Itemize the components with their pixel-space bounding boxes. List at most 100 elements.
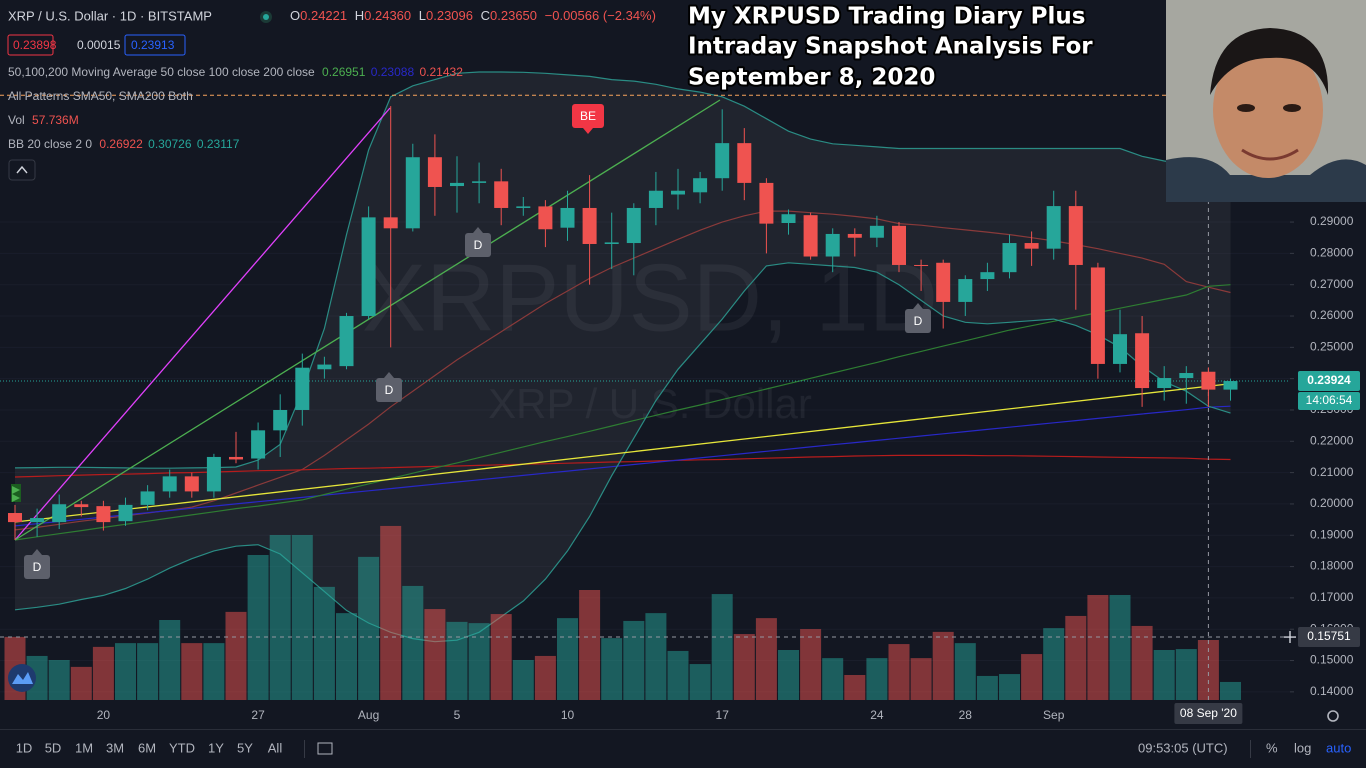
range-button[interactable]: 1M <box>75 740 93 755</box>
marker-pointer <box>32 549 42 555</box>
bb-value: 0.23117 <box>197 137 240 151</box>
range-button[interactable]: 3M <box>106 740 124 755</box>
candle-body <box>383 217 398 229</box>
volume-bar <box>534 655 556 700</box>
volume-bar <box>822 658 844 700</box>
last-price-label: 0.23924 <box>1307 373 1351 387</box>
indicator-line <box>14 284 1231 541</box>
volume-bar <box>755 618 777 700</box>
percent-toggle[interactable]: % <box>1266 740 1278 755</box>
candle-body <box>229 456 243 460</box>
volume-bar <box>1043 628 1065 700</box>
bid-box[interactable] <box>7 34 54 56</box>
y-tick-label: 0.21000 <box>1310 465 1354 479</box>
settings-icon[interactable] <box>1327 710 1339 722</box>
crosshair-price-box <box>1298 627 1360 648</box>
ask[interactable]: 0.23913 <box>131 38 175 52</box>
x-tick-label: 28 <box>959 708 973 722</box>
overlay-lines <box>0 94 1290 700</box>
candle-body <box>1068 206 1083 265</box>
indicator-line <box>14 405 1231 527</box>
bid[interactable]: 0.23898 <box>13 38 57 52</box>
candle-body <box>715 143 730 179</box>
volume-bar <box>159 620 181 700</box>
candle-body <box>1024 243 1039 249</box>
overlay-title: Intraday Snapshot Analysis For <box>688 34 1093 60</box>
range-button[interactable]: 6M <box>138 740 156 755</box>
auto-toggle[interactable]: auto <box>1326 740 1351 755</box>
collapse-button[interactable] <box>8 159 36 181</box>
candle-body <box>30 518 45 523</box>
range-button[interactable]: YTD <box>169 740 195 755</box>
candle-body <box>1002 243 1017 273</box>
watermark-symbol: XRPUSD, 1D <box>362 244 938 351</box>
candle-body <box>295 367 310 410</box>
volume-bar <box>1131 625 1153 700</box>
log-toggle[interactable]: log <box>1294 740 1311 755</box>
candle-body <box>494 181 509 208</box>
x-tick-label: 24 <box>870 708 884 722</box>
pattern-marker[interactable] <box>465 233 491 257</box>
marker-pointer <box>583 128 593 134</box>
range-button[interactable]: All <box>268 740 283 755</box>
y-tick-label: 0.26000 <box>1310 308 1354 322</box>
candle-body <box>339 316 354 367</box>
date-range-icon[interactable] <box>317 742 333 755</box>
volume-bar <box>1197 640 1219 700</box>
volume-bar <box>601 638 623 700</box>
range-button[interactable]: 1D <box>16 740 33 755</box>
volume-bar <box>225 611 247 700</box>
candle-body <box>825 233 840 257</box>
y-tick-label: 0.25000 <box>1310 340 1354 354</box>
x-tick-label: 5 <box>454 708 461 722</box>
range-button[interactable]: 1Y <box>208 740 224 755</box>
ohlc-value: 0.24360 <box>364 8 411 23</box>
y-tick-label: 0.22000 <box>1310 433 1354 447</box>
spread: 0.00015 <box>77 38 121 52</box>
volume-bar <box>778 650 799 700</box>
y-tick-label: 0.29000 <box>1310 214 1354 228</box>
candle-body <box>317 364 332 370</box>
volume-bar <box>512 660 534 700</box>
candle-body <box>803 215 818 257</box>
pattern-marker[interactable] <box>24 555 50 579</box>
candle-body <box>582 207 597 244</box>
candle-body <box>1113 334 1127 364</box>
candle-body <box>892 225 906 265</box>
pattern-marker[interactable] <box>376 378 402 402</box>
y-tick-label: 0.18000 <box>1310 559 1354 573</box>
range-button[interactable]: 5D <box>45 740 62 755</box>
candle-body <box>958 279 973 302</box>
volume-bar <box>1175 649 1197 700</box>
volume-bar <box>48 660 70 700</box>
candle-body <box>869 225 884 238</box>
crosshair-price-label: 0.15751 <box>1307 629 1351 643</box>
volume-bar <box>976 675 998 700</box>
candle-body <box>8 513 22 523</box>
candle-body <box>737 143 752 183</box>
volume-bar <box>866 658 888 700</box>
volume-bar <box>800 629 822 700</box>
volume-bar <box>579 590 601 700</box>
candle-body <box>251 430 266 459</box>
trendline <box>14 99 721 541</box>
pattern-marker[interactable] <box>572 104 604 128</box>
countdown-label: 14:06:54 <box>1306 393 1353 407</box>
photo-face <box>1213 42 1323 178</box>
ask-box[interactable] <box>124 34 186 56</box>
status-dot <box>263 14 269 20</box>
volume-bar <box>844 675 866 700</box>
add-alert-icon[interactable] <box>1284 631 1296 644</box>
logo[interactable] <box>8 664 36 692</box>
bb-value: 0.26922 <box>99 137 143 151</box>
candle-body <box>759 182 774 224</box>
range-button[interactable]: 5Y <box>237 740 253 755</box>
pattern-marker[interactable] <box>905 309 931 333</box>
volume-bar <box>1109 595 1131 700</box>
volume-bar <box>358 556 380 700</box>
crosshair-date-label: 08 Sep '20 <box>1180 706 1237 720</box>
x-tick-label: 17 <box>716 708 730 722</box>
candle-body <box>914 264 929 266</box>
y-tick-label: 0.17000 <box>1310 590 1354 604</box>
flag-icon <box>11 484 21 502</box>
